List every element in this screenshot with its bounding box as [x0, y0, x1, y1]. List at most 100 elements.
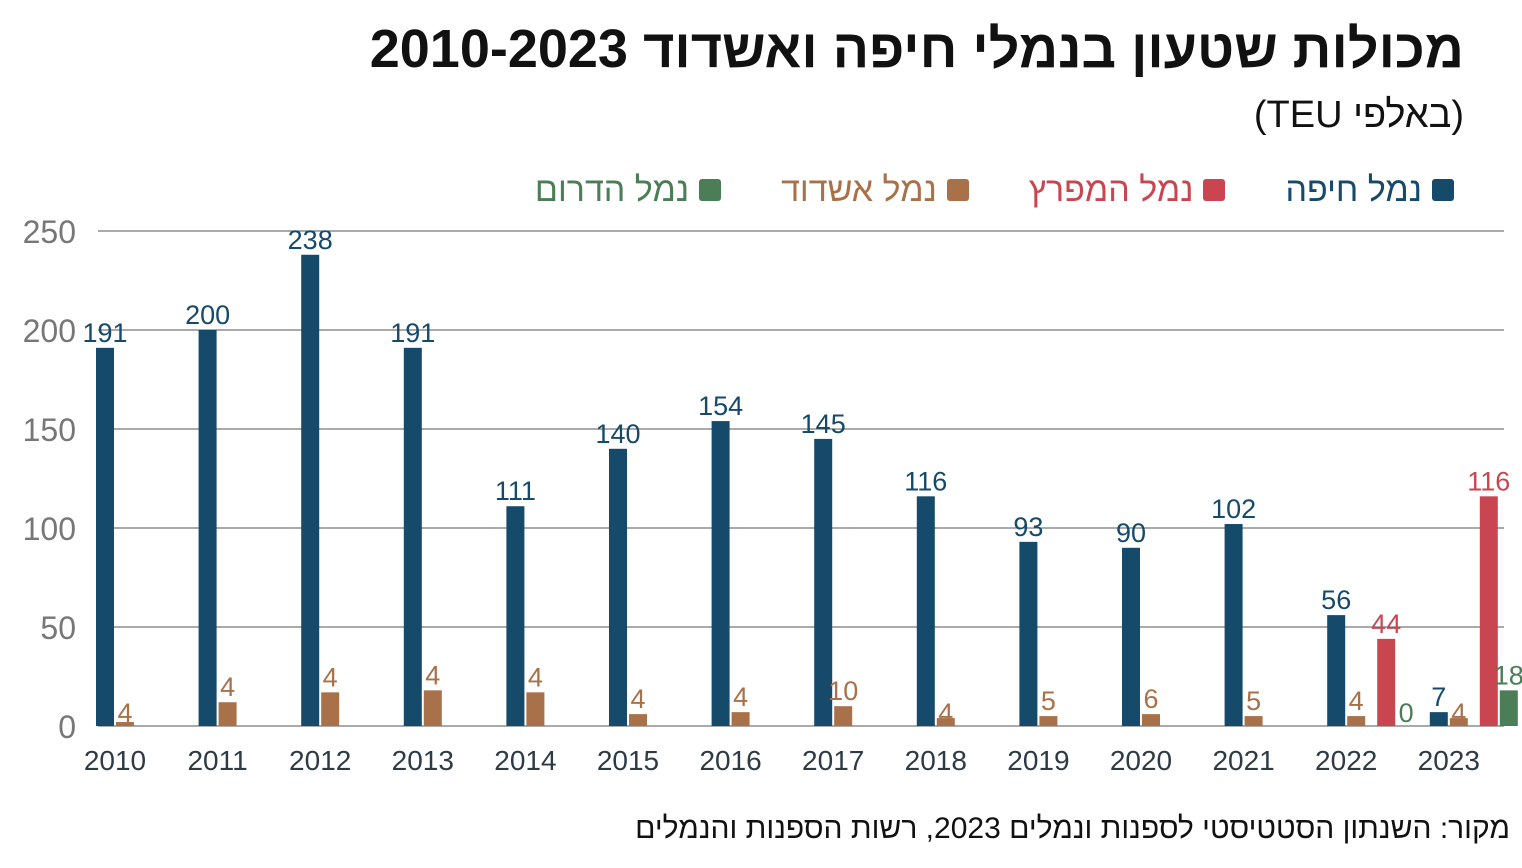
data-label: 18: [1494, 660, 1522, 690]
legend-label-darom: נמל הדרום: [534, 170, 690, 209]
x-tick-label: 2015: [597, 745, 659, 776]
bar: [814, 438, 833, 726]
x-tick-label: 2017: [802, 745, 864, 776]
bar: [403, 347, 422, 726]
bar: [1122, 547, 1140, 726]
bar: [1429, 712, 1448, 726]
y-tick-label: 50: [40, 610, 76, 646]
legend-label-haifa: נמל חיפה: [1285, 170, 1422, 209]
y-tick-label: 250: [23, 214, 76, 250]
bar: [1377, 638, 1396, 726]
bar: [1499, 690, 1518, 726]
x-tick-label: 2020: [1110, 745, 1172, 776]
data-label: 56: [1321, 585, 1351, 615]
legend-swatch-darom: [699, 179, 722, 201]
y-tick-label: 0: [58, 709, 76, 745]
data-label: 44: [1371, 609, 1401, 639]
data-label: 10: [828, 676, 858, 706]
bar: [1142, 714, 1160, 726]
bar: [834, 706, 853, 726]
bar: [1224, 524, 1243, 726]
bar: [1019, 541, 1038, 726]
data-label: 154: [698, 391, 743, 421]
x-tick-label: 2023: [1418, 745, 1480, 776]
bar: [321, 692, 340, 726]
legend-item-ashdod: נמל אשדוד: [781, 171, 969, 210]
data-label: 5: [1041, 686, 1056, 716]
chart-title: מכולות שטעון בנמלי חיפה ואשדוד 2010-2023: [369, 19, 1464, 79]
data-label: 4: [323, 662, 338, 692]
bar: [96, 347, 114, 726]
legend-item-mifratz: נמל המפרץ: [1029, 171, 1226, 210]
legend-swatch-haifa: [1432, 179, 1454, 201]
legend-label-ashdod: נמל אשדוד: [781, 170, 937, 209]
data-label: 5: [1246, 686, 1261, 716]
y-tick-label: 200: [23, 313, 76, 349]
data-label: 6: [1143, 684, 1158, 714]
data-label: 191: [390, 318, 435, 348]
bar: [629, 714, 647, 726]
bar: [731, 712, 750, 726]
data-label: 4: [220, 672, 235, 702]
bar: [116, 722, 134, 726]
bar: [526, 692, 545, 726]
data-label: 4: [1451, 698, 1466, 728]
data-label: 238: [288, 225, 333, 255]
x-tick-label: 2018: [905, 745, 967, 776]
source-note: מקור: השנתון הסטטיסטי לספנות ונמלים 2023…: [635, 812, 1510, 845]
bar: [936, 718, 955, 726]
data-label: 4: [630, 684, 645, 714]
legend: נמל חיפה נמל המפרץ נמל אשדוד נמל הדרום: [535, 168, 1454, 212]
bar: [609, 448, 627, 726]
bar: [1479, 496, 1498, 726]
x-tick-label: 2021: [1212, 745, 1274, 776]
x-tick-label: 2016: [699, 745, 761, 776]
bar: [506, 506, 525, 726]
bar: [301, 254, 320, 726]
data-label: 140: [595, 419, 640, 449]
legend-item-darom: נמל הדרום: [534, 170, 722, 210]
bar: [423, 690, 442, 726]
bar: [711, 421, 730, 726]
data-label: 102: [1211, 494, 1256, 524]
bar: [916, 496, 935, 726]
data-label: 90: [1116, 518, 1146, 548]
bar: [1244, 716, 1263, 726]
bar: [1327, 615, 1346, 726]
data-label: 4: [733, 682, 748, 712]
legend-label-mifratz: נמל המפרץ: [1028, 170, 1194, 209]
bar: [218, 702, 237, 726]
data-label: 93: [1013, 512, 1043, 542]
bar: [1039, 716, 1058, 726]
data-label: 7: [1431, 682, 1446, 712]
data-label: 4: [938, 698, 953, 728]
x-tick-label: 2010: [84, 745, 146, 776]
data-label: 111: [495, 476, 536, 506]
chart-subtitle: (באלפי TEU): [1253, 94, 1464, 136]
x-tick-label: 2013: [392, 745, 454, 776]
x-tick-label: 2014: [494, 745, 556, 776]
legend-swatch-ashdod: [946, 179, 969, 201]
data-label: 4: [1349, 686, 1364, 716]
data-label: 116: [1467, 466, 1510, 496]
data-label: 116: [904, 466, 947, 496]
bar: [198, 330, 217, 726]
data-label: 4: [425, 660, 440, 690]
legend-swatch-mifratz: [1203, 179, 1226, 201]
x-tick-label: 2011: [187, 745, 247, 776]
bar: [1347, 716, 1366, 726]
data-label: 145: [801, 409, 846, 439]
data-label: 191: [82, 318, 127, 348]
data-label: 0: [1399, 698, 1414, 728]
legend-item-haifa: נמל חיפה: [1285, 171, 1454, 210]
data-label: 4: [117, 698, 132, 728]
x-tick-label: 2012: [289, 745, 351, 776]
data-label: 200: [185, 300, 230, 330]
y-tick-label: 100: [23, 511, 76, 547]
x-tick-label: 2019: [1007, 745, 1069, 776]
bar: [1449, 718, 1468, 726]
data-label: 4: [528, 662, 543, 692]
y-tick-label: 150: [23, 412, 76, 448]
x-tick-label: 2022: [1315, 745, 1377, 776]
